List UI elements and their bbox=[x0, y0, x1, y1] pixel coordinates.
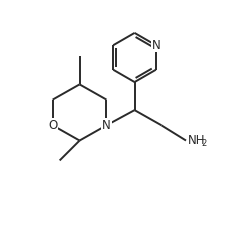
Text: 2: 2 bbox=[201, 139, 206, 148]
Text: O: O bbox=[48, 119, 57, 132]
Text: N: N bbox=[151, 39, 160, 52]
Text: N: N bbox=[102, 119, 111, 132]
Text: NH: NH bbox=[188, 134, 206, 147]
